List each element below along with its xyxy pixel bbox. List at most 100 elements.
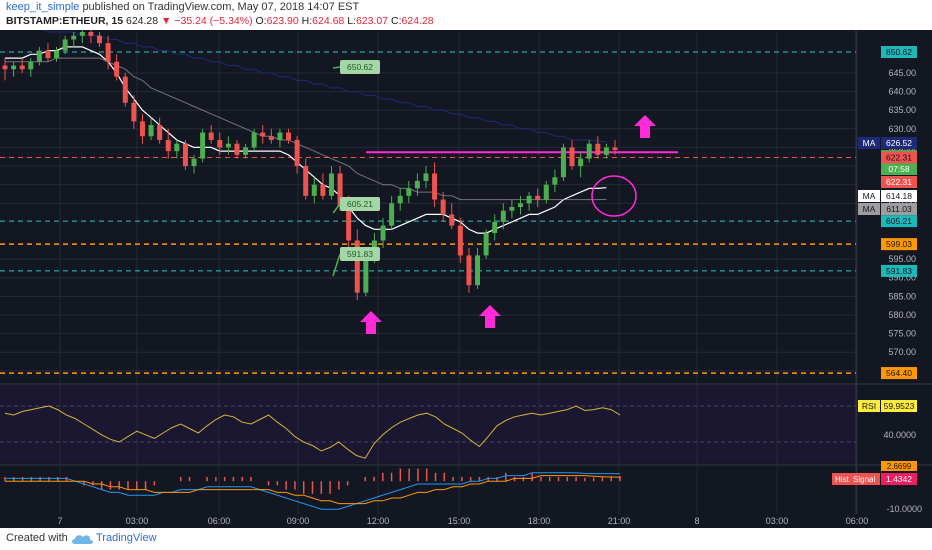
macd-pane	[0, 467, 856, 514]
time-tick-label: 06:00	[208, 516, 231, 526]
price-tick-label: 645.00	[888, 68, 916, 78]
candle	[36, 50, 42, 62]
price-tick-label: 580.00	[888, 310, 916, 320]
candle	[509, 207, 515, 211]
macd-legend-hist: Hist	[835, 475, 850, 484]
price-tick-label: 630.00	[888, 124, 916, 134]
price-badge	[881, 203, 917, 215]
arrow-up-icon	[634, 115, 656, 138]
candle	[11, 65, 17, 70]
candle	[440, 199, 446, 215]
price-badge-value: 626.52	[886, 138, 912, 148]
rsi-tick-label: 40.0000	[883, 430, 916, 440]
arrow-up-icon	[360, 311, 382, 334]
price-badge-label-bg	[858, 137, 880, 149]
annotation-label: 591.83	[347, 249, 373, 259]
candle	[122, 76, 128, 103]
candle	[260, 132, 266, 137]
author-link[interactable]: keep_it_simple	[6, 1, 80, 13]
price-badge	[881, 176, 917, 188]
rsi-badge-label: RSI	[862, 401, 876, 411]
annotation-label: 605.21	[347, 199, 373, 209]
candle	[397, 195, 403, 204]
level-badge	[881, 264, 917, 277]
candle	[595, 143, 601, 155]
candle	[612, 147, 618, 151]
candle	[131, 102, 137, 122]
time-tick-label: 8	[694, 516, 699, 526]
candle	[320, 184, 326, 196]
price-badge	[881, 190, 917, 202]
price-badge-label-bg	[858, 190, 880, 202]
price-badge-label: MA	[863, 191, 876, 201]
time-tick-label: 7	[57, 516, 62, 526]
tradingview-brand[interactable]: TradingView	[96, 532, 157, 544]
candle	[234, 143, 240, 155]
candle	[45, 50, 51, 59]
time-tick-label: 12:00	[367, 516, 390, 526]
price-tick-label: 570.00	[888, 347, 916, 357]
price-badge-value: 622.31	[886, 177, 912, 187]
level-badge	[881, 215, 917, 228]
candle	[569, 147, 575, 167]
time-tick-label: 15:00	[448, 516, 471, 526]
candle	[277, 132, 283, 140]
candle	[97, 35, 103, 44]
candle	[603, 147, 609, 155]
level-badge-value: 564.40	[886, 368, 912, 378]
macd-legend-bg	[832, 473, 880, 485]
arrow-up-icon	[479, 305, 501, 328]
time-tick-label: 09:00	[287, 516, 310, 526]
time-tick-label: 03:00	[766, 516, 789, 526]
candle	[423, 173, 429, 181]
annotation-label: 650.62	[347, 62, 373, 72]
arrow-up-icon	[360, 311, 382, 334]
candle	[208, 132, 214, 140]
candle	[311, 184, 317, 196]
candle	[578, 158, 584, 167]
footer: Created with TradingView	[0, 528, 932, 550]
symbol-label: BITSTAMP:ETHEUR, 15	[6, 15, 124, 27]
candle	[535, 195, 541, 200]
candle	[432, 173, 438, 200]
candle	[217, 139, 223, 148]
candle	[586, 143, 592, 159]
price-badge-label: MA	[863, 204, 876, 214]
annotation-pointer	[332, 66, 341, 69]
created-with-label: Created with	[6, 532, 68, 544]
close-label: C:	[391, 15, 402, 27]
macd-badge	[881, 461, 917, 471]
candle	[492, 221, 498, 234]
chart-area[interactable]: 7 03:00 06:00 09:00 12:00 15:00 18:00 21:00 8 03:…	[0, 24, 932, 528]
price-tick-label: 595.00	[888, 254, 916, 264]
rsi-badge	[881, 400, 917, 412]
annotation-pointer	[332, 253, 341, 277]
candle	[243, 147, 249, 155]
candle	[28, 61, 34, 70]
symbol-line: BITSTAMP:ETHEUR, 15 624.28 ▼ −35.24 (−5.…	[6, 15, 434, 27]
publish-info: published on TradingView.com, May 07, 20…	[82, 1, 360, 13]
high-value: 624.68	[312, 15, 345, 27]
chart-svg[interactable]: 7 03:00 06:00 09:00 12:00 15:00 18:00 21:00 8 03:…	[0, 24, 932, 528]
candles	[2, 24, 618, 301]
candle	[483, 233, 489, 256]
level-badge	[881, 238, 917, 251]
candle	[105, 43, 111, 62]
candle	[200, 132, 206, 159]
time-tick-label: 06:00	[846, 516, 869, 526]
candle	[466, 255, 472, 286]
arrow-up-icon	[634, 115, 656, 138]
candle	[475, 255, 481, 286]
annotation-tag	[340, 60, 380, 74]
price-badge-value: 614.18	[886, 191, 912, 201]
candle	[294, 139, 300, 167]
moving-average-line	[5, 57, 607, 201]
chart-header: keep_it_simple published on TradingView.…	[0, 0, 932, 30]
close-value: 624.28	[401, 15, 434, 27]
last-price: 624.28	[126, 15, 159, 27]
level-badge	[881, 151, 917, 164]
moving-average-line	[5, 27, 607, 143]
candle	[449, 214, 455, 226]
candle	[543, 184, 549, 200]
level-badge-value: 605.21	[886, 216, 912, 226]
